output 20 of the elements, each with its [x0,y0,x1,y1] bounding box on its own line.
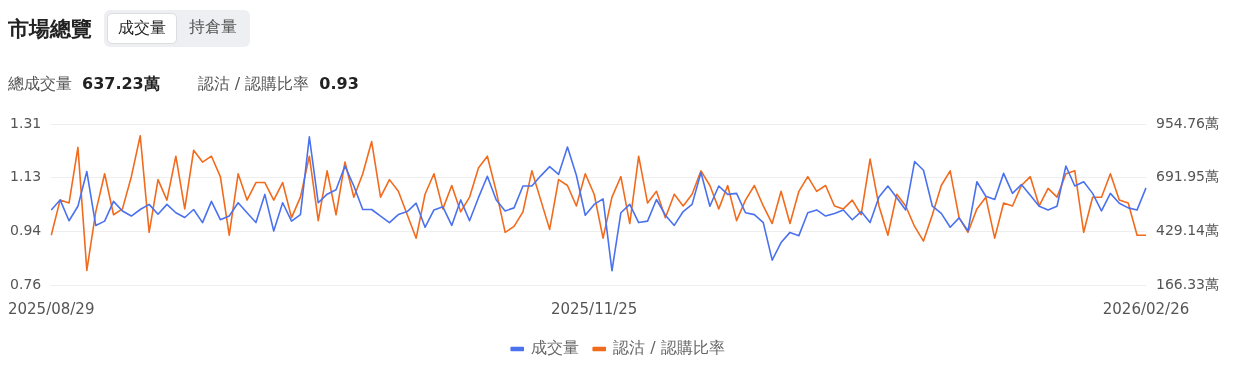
y2-tick-label: 429.14萬 [1156,221,1219,238]
legend-label: 成交量 [531,338,580,358]
text: 總成交量 [8,74,72,95]
x-tick-label: 2025/11/25 [550,299,638,318]
legend-label: 認沽 / 認購比率 [613,338,725,358]
x-tick-label: 2026/02/26 [1102,299,1190,318]
y-tick-label: 0.94 [10,221,42,238]
text: 637.23萬 [82,74,160,95]
y-tick-label: 0.76 [10,275,42,292]
x-tick-label: 2025/08/29 [7,299,95,318]
text: 持倉量 [188,16,238,38]
chart-title: 市場總覽 [8,15,92,43]
y2-tick-label: 166.33萬 [1156,275,1219,292]
text: 0.93 [319,74,359,93]
text: 成交量 [107,13,177,44]
y2-tick-label: 691.95萬 [1156,168,1219,185]
y-tick-label: 1.13 [10,168,42,185]
text: 認沽 / 認購比率 [197,74,310,95]
y-tick-label: 1.31 [10,114,42,131]
y2-tick-label: 954.76萬 [1156,114,1219,131]
